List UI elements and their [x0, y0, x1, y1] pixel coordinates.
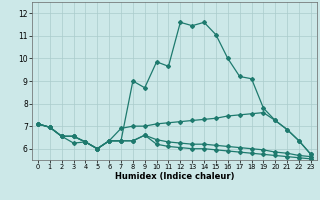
X-axis label: Humidex (Indice chaleur): Humidex (Indice chaleur): [115, 172, 234, 181]
